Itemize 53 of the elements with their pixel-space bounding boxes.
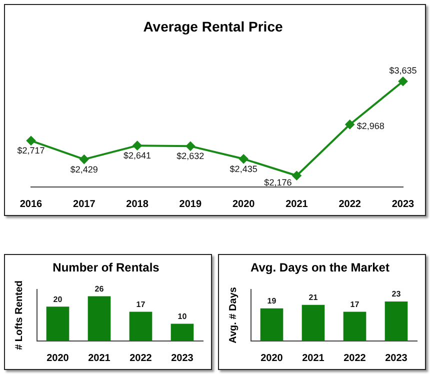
y-axis-title: Avg. # Days	[228, 286, 239, 344]
bar	[343, 312, 366, 341]
bar	[88, 296, 111, 341]
point	[239, 154, 248, 164]
bar	[170, 324, 194, 341]
data-label: 17	[350, 300, 360, 309]
data-label: $2,429	[70, 164, 98, 174]
x-tick-label: 2022	[338, 198, 362, 210]
x-tick-label: 2016	[20, 198, 43, 210]
chart-title: Number of Rentals	[52, 260, 160, 275]
y-axis-title: # Lofts Rented	[14, 280, 25, 350]
data-label: 10	[178, 312, 188, 322]
data-label: $2,641	[124, 150, 152, 161]
data-label: $2,176	[264, 178, 292, 188]
data-label: $2,632	[176, 151, 204, 162]
bar	[129, 312, 152, 341]
point	[80, 154, 89, 164]
x-tick-label: 2021	[302, 352, 325, 364]
data-label: 21	[308, 293, 318, 302]
bar	[260, 308, 284, 341]
data-label: 23	[392, 290, 402, 299]
x-tick-label: 2017	[73, 198, 96, 210]
x-tick-label: 2020	[260, 352, 284, 364]
x-tick-label: 2021	[88, 352, 111, 364]
chart-title: Average Rental Price	[143, 18, 283, 34]
point	[398, 76, 408, 86]
data-label: $2,717	[17, 146, 45, 156]
x-tick-label: 2020	[232, 198, 256, 210]
data-label: 26	[94, 284, 104, 294]
chart-title: Avg. Days on the Market	[250, 260, 390, 275]
point	[132, 141, 142, 150]
point	[186, 142, 195, 151]
x-tick-label: 2022	[344, 352, 366, 364]
point	[26, 136, 36, 146]
data-label: $2,968	[356, 120, 384, 131]
bar	[384, 301, 408, 341]
x-tick-label: 2018	[126, 198, 149, 210]
point	[292, 171, 302, 180]
x-tick-label: 2019	[179, 198, 202, 210]
data-label: 20	[53, 294, 63, 304]
point	[345, 120, 354, 129]
data-label: 17	[136, 300, 146, 309]
data-label: $3,635	[389, 65, 417, 76]
bar	[302, 304, 325, 341]
x-tick-label: 2023	[385, 352, 408, 364]
x-tick-label: 2022	[130, 352, 152, 364]
bar	[46, 306, 70, 341]
x-tick-label: 2023	[171, 352, 194, 364]
x-tick-label: 2020	[46, 352, 70, 364]
data-label: $2,435	[230, 164, 258, 174]
x-tick-label: 2023	[392, 198, 415, 210]
x-tick-label: 2021	[286, 198, 308, 210]
data-label: 19	[267, 296, 277, 306]
